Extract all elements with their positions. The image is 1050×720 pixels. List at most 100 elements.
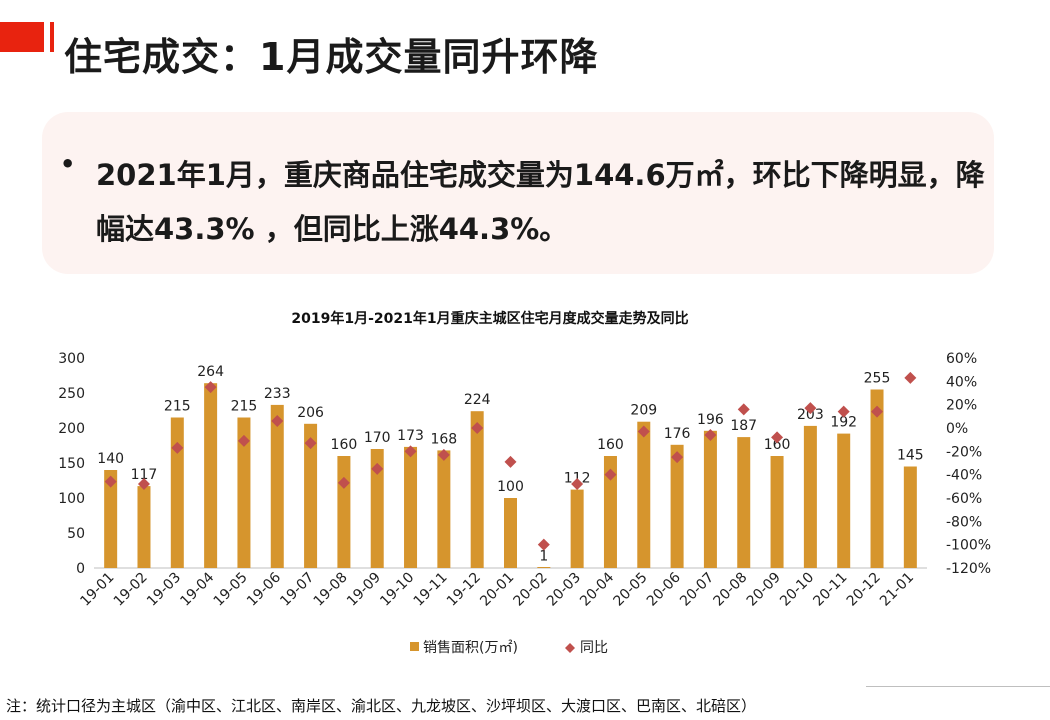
- bar-data-label: 100: [497, 479, 524, 495]
- combo-chart: 0 50 100 150 200 250 300 -120% -100% -80% -60% -40%…: [58, 351, 991, 656]
- bar-19-04: [204, 383, 218, 568]
- yoy-marker-20-01: [504, 455, 517, 468]
- x-tick-label: 20-08: [710, 570, 750, 610]
- x-tick-label: 19-06: [244, 569, 284, 609]
- bar-data-label: 215: [164, 399, 191, 415]
- x-tick-label: 20-05: [611, 570, 651, 610]
- bar-20-09: [770, 456, 784, 568]
- y-right-tick-label: 60%: [946, 351, 977, 367]
- legend-swatch-bar: [410, 642, 419, 651]
- y-right-tick-label: 0%: [946, 421, 968, 437]
- yoy-marker-20-08: [737, 403, 750, 416]
- bar-data-label: 1: [539, 548, 548, 564]
- x-tick-label: 19-05: [211, 570, 251, 610]
- y-right-tick-label: -60%: [946, 491, 982, 507]
- y-right-tick-label: -20%: [946, 444, 982, 460]
- bar-data-label: 173: [397, 428, 424, 444]
- yoy-marker-19-01: [104, 475, 117, 488]
- bar-data-label: 203: [797, 407, 824, 423]
- yoy-marker-19-03: [171, 441, 184, 454]
- x-tick-label: 20-04: [577, 569, 617, 609]
- bar-data-label: 145: [897, 448, 924, 464]
- bar-data-label: 224: [464, 392, 491, 408]
- x-tick-label: 19-09: [344, 570, 384, 610]
- bar-data-label: 255: [864, 371, 891, 387]
- y-left-tick-label: 250: [58, 386, 85, 402]
- bar-data-label: 117: [131, 467, 158, 483]
- yoy-marker-19-07: [304, 437, 317, 450]
- bar-19-02: [137, 486, 151, 568]
- yoy-marker-20-12: [871, 405, 884, 418]
- bar-20-06: [670, 444, 684, 568]
- bar-19-05: [237, 417, 251, 568]
- yoy-marker-19-02: [137, 478, 150, 490]
- yoy-marker-20-07: [704, 429, 717, 441]
- yoy-marker-19-12: [471, 422, 484, 434]
- x-tick-label: 19-07: [277, 570, 317, 610]
- y-left-tick-label: 300: [58, 351, 85, 367]
- bar-20-12: [870, 389, 884, 568]
- legend-label-bar: 销售面积(万㎡): [423, 640, 518, 656]
- bar-20-08: [737, 437, 751, 568]
- x-tick-label: 21-01: [877, 570, 917, 610]
- legend-swatch-yoy: [565, 643, 575, 653]
- bar-20-11: [837, 433, 851, 568]
- title-accent-block: [0, 22, 44, 52]
- yoy-marker-19-10: [404, 445, 417, 458]
- bar-19-09: [370, 449, 384, 568]
- chart-title: 2019年1月-2021年1月重庆主城区住宅月度成交量走势及同比: [291, 311, 689, 327]
- x-tick-label: 20-01: [477, 570, 517, 610]
- bar-data-label: 160: [331, 437, 358, 453]
- y-left-tick-label: 0: [76, 561, 85, 577]
- bar-19-01: [104, 470, 118, 568]
- bar-20-07: [703, 430, 717, 568]
- y-right-tick-label: -100%: [946, 538, 991, 554]
- bar-data-label: 176: [664, 426, 691, 442]
- bar-data-label: 160: [764, 437, 791, 453]
- page-title: 住宅成交：1月成交量同升环降: [64, 35, 599, 79]
- y-right-tick-label: 20%: [946, 398, 977, 414]
- x-tick-label: 20-02: [511, 570, 551, 610]
- x-tick-label: 20-09: [744, 570, 784, 610]
- yoy-marker-20-10: [804, 402, 817, 415]
- summary-bullet: •: [60, 150, 76, 178]
- yoy-marker-19-04: [204, 381, 217, 394]
- yoy-marker-20-09: [771, 431, 784, 444]
- summary-text: 2021年1月，重庆商品住宅成交量为144.6万㎡，环比下降明显，降幅达43.3…: [96, 158, 985, 246]
- bar-20-01: [504, 498, 517, 568]
- bar-19-11: [437, 450, 451, 568]
- y-right-tick-label: 40%: [946, 374, 977, 390]
- yoy-marker-20-06: [671, 451, 684, 464]
- x-tick-label: 19-04: [177, 569, 217, 609]
- x-tick-label: 20-06: [644, 569, 684, 609]
- bar-data-label: 264: [197, 364, 224, 380]
- bar-data-label: 160: [597, 437, 624, 453]
- x-tick-label: 19-08: [311, 570, 351, 610]
- bar-20-04: [603, 456, 617, 568]
- yoy-marker-19-09: [371, 462, 384, 475]
- x-tick-label: 19-02: [111, 570, 151, 610]
- bar-data-label: 168: [430, 431, 457, 447]
- bar-data-label: 192: [830, 415, 857, 431]
- x-tick-label: 20-03: [544, 570, 584, 610]
- x-tick-label: 20-12: [844, 570, 884, 610]
- yoy-marker-19-05: [237, 434, 250, 447]
- bar-data-label: 206: [297, 405, 324, 421]
- yoy-marker-20-03: [571, 478, 584, 490]
- bar-19-10: [404, 446, 418, 568]
- yoy-marker-20-02: [537, 538, 550, 551]
- bar-21-01: [903, 466, 917, 568]
- y-left-tick-label: 50: [67, 526, 85, 542]
- y-right-tick-label: -120%: [946, 561, 991, 577]
- yoy-marker-19-11: [437, 448, 450, 461]
- bar-20-10: [803, 425, 817, 568]
- bar-19-08: [337, 456, 351, 568]
- yoy-marker-19-08: [337, 476, 350, 489]
- y-left-tick-label: 200: [58, 421, 85, 437]
- bar-19-06: [270, 404, 284, 568]
- bar-data-label: 187: [730, 418, 757, 434]
- x-tick-label: 19-10: [377, 570, 417, 610]
- yoy-marker-20-04: [604, 468, 617, 481]
- footnote-divider: [866, 686, 1050, 687]
- x-tick-label: 20-07: [677, 570, 717, 610]
